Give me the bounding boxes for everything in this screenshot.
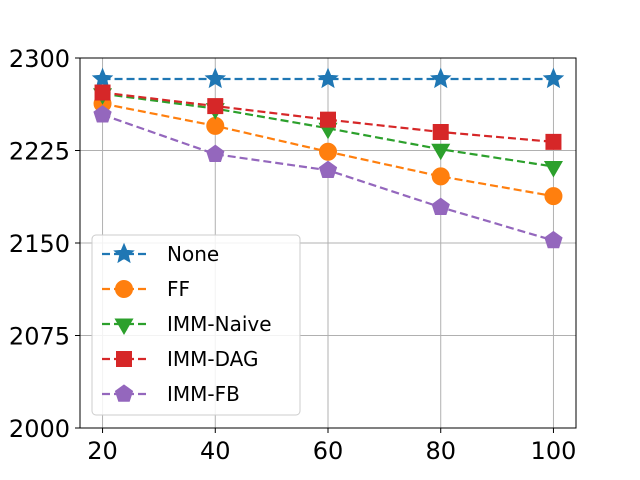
x-tick-label: 20 — [87, 437, 118, 465]
data-point-marker — [206, 144, 225, 162]
legend-marker — [113, 242, 135, 264]
legend-item: None — [102, 242, 219, 266]
series-none — [91, 67, 565, 89]
data-point-marker — [204, 67, 227, 89]
y-tick-label: 2225 — [9, 138, 70, 166]
data-point-marker — [319, 142, 337, 161]
legend-label: None — [167, 242, 219, 266]
data-point-marker — [431, 143, 451, 161]
series-line — [102, 91, 554, 143]
data-point-marker — [318, 160, 338, 179]
data-point-marker — [91, 67, 114, 89]
data-point-marker — [431, 167, 450, 186]
legend-marker — [116, 351, 132, 367]
series-imm-dag — [94, 84, 562, 150]
x-tick-label: 40 — [200, 437, 231, 465]
legend-item: FF — [102, 277, 190, 301]
data-point-marker — [320, 111, 336, 128]
legend-item: IMM-DAG — [102, 347, 259, 371]
y-tick-label: 2000 — [9, 415, 70, 443]
y-tick-label: 2300 — [9, 45, 70, 73]
x-tick-label: 80 — [425, 437, 456, 465]
legend-label: IMM-DAG — [167, 347, 259, 371]
legend-marker — [114, 384, 134, 402]
legend-item: IMM-FB — [102, 382, 240, 406]
data-point-marker — [206, 116, 225, 135]
legend-label: IMM-FB — [167, 382, 240, 406]
data-point-marker — [93, 105, 112, 123]
series-imm-fb — [93, 105, 563, 249]
x-tick-label: 60 — [313, 437, 344, 465]
y-tick-label: 2150 — [9, 230, 70, 258]
data-point-marker — [431, 197, 450, 216]
data-point-marker — [545, 133, 562, 150]
legend-label: IMM-Naive — [167, 312, 272, 336]
data-point-marker — [432, 124, 449, 140]
axis-ticks: 20 40 60 80 100 2000 2075 2150 2225 2300 — [9, 45, 576, 465]
data-point-marker — [94, 84, 111, 101]
legend-item: IMM-Naive — [102, 312, 272, 336]
data-point-marker — [542, 67, 565, 89]
data-point-marker — [207, 98, 224, 115]
data-point-marker — [544, 187, 563, 206]
legend-box — [91, 234, 301, 416]
legend-marker — [114, 318, 134, 336]
legend-marker — [115, 280, 133, 298]
legend-label: FF — [167, 277, 190, 301]
data-point-marker — [544, 230, 563, 249]
data-point-marker — [429, 67, 452, 89]
y-tick-label: 2075 — [9, 323, 70, 351]
series-lines — [91, 67, 565, 249]
legend: None FF IMM-Naive IMM-DAG IMM-FB — [91, 234, 301, 416]
x-tick-label: 100 — [531, 437, 577, 465]
data-point-marker — [543, 161, 563, 178]
data-point-marker — [317, 67, 339, 89]
